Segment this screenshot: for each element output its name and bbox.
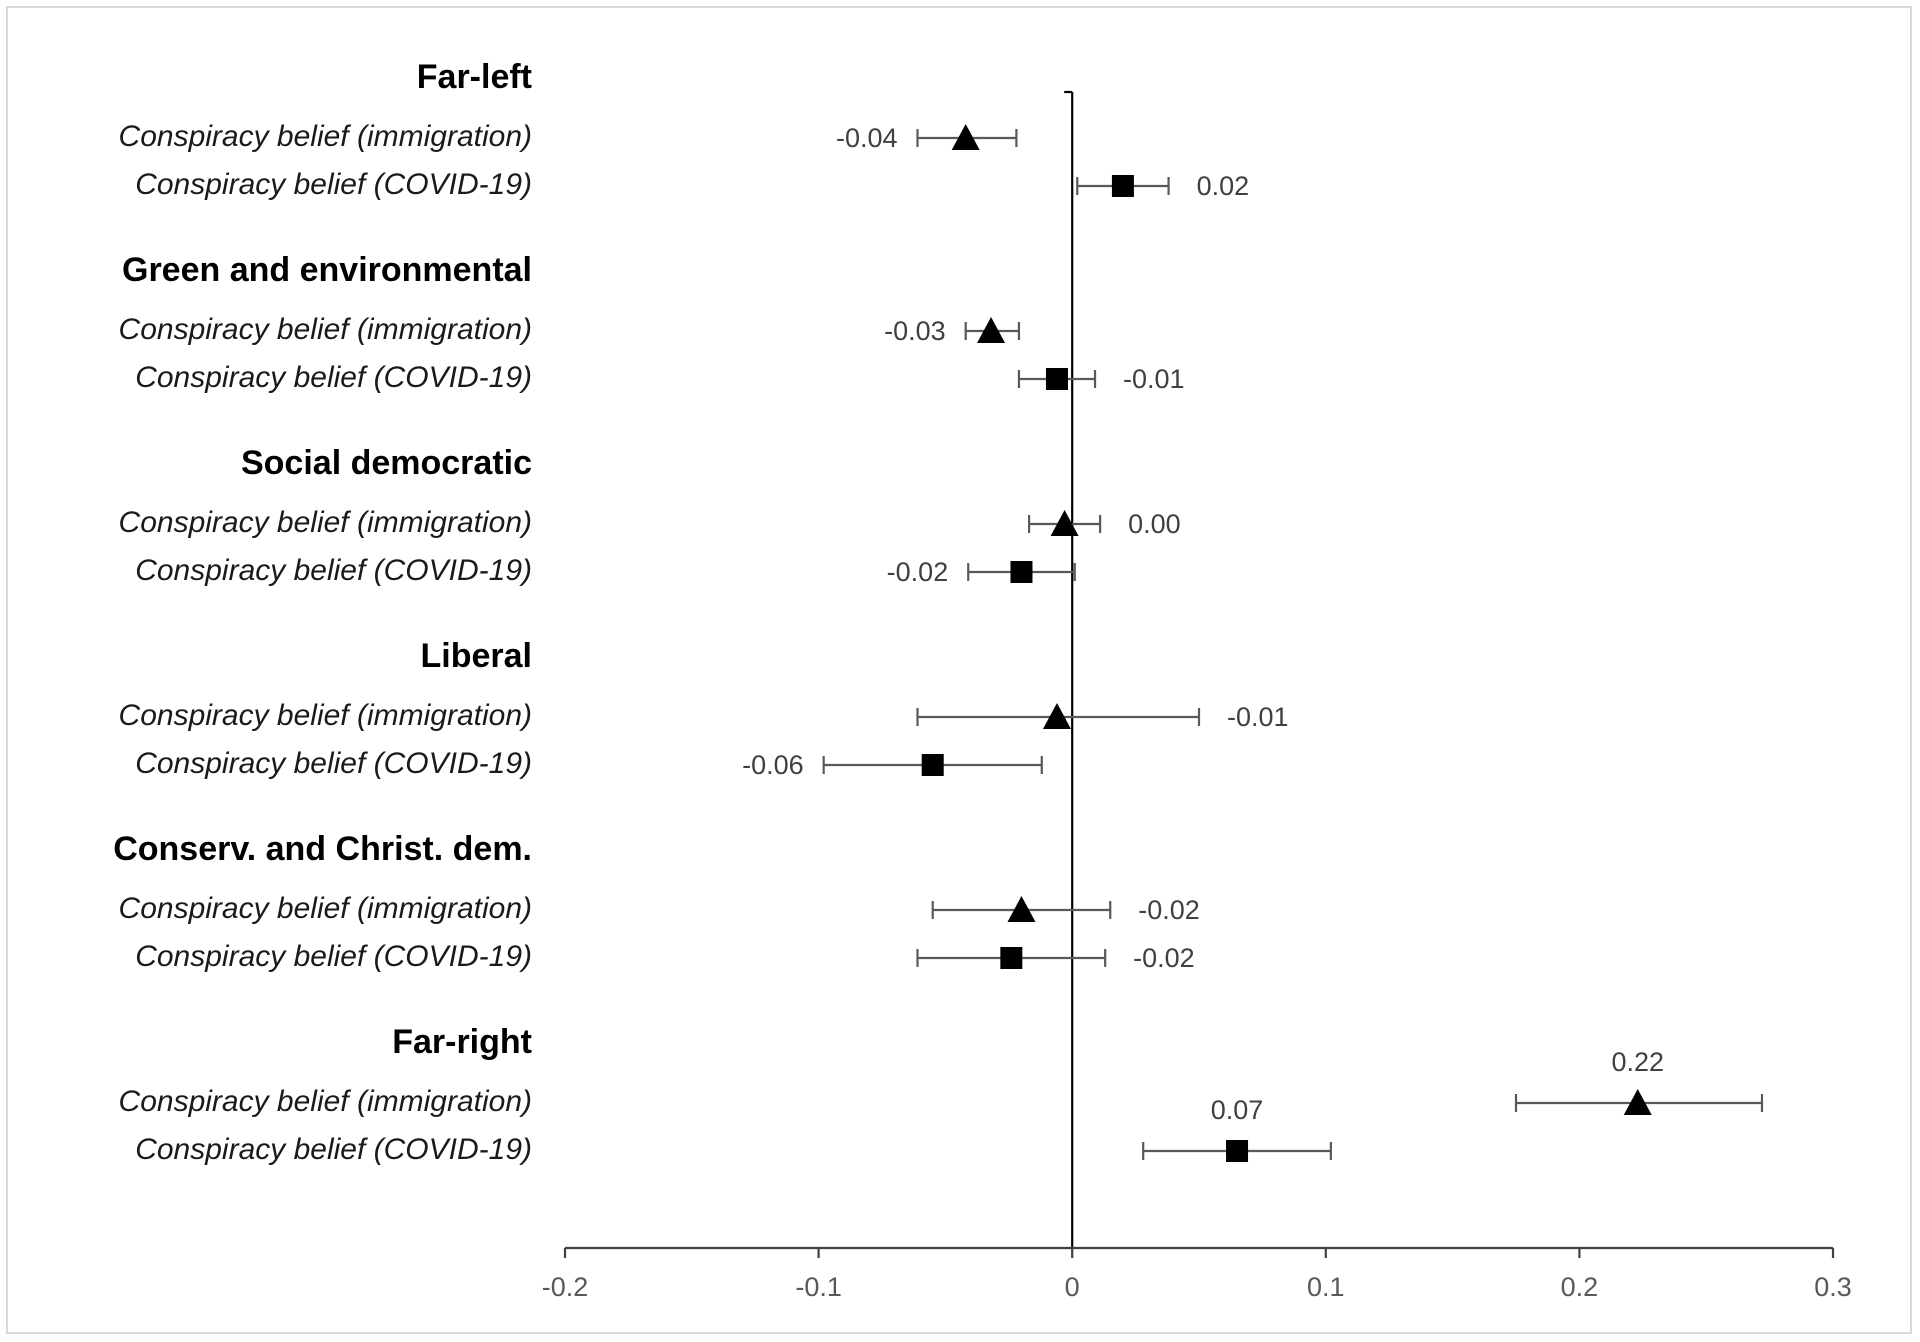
data-label: -0.01	[1227, 702, 1289, 732]
row-label: Conspiracy belief (immigration)	[119, 506, 532, 539]
x-tick-label: 0	[1065, 1272, 1080, 1302]
row-label: Conspiracy belief (COVID-19)	[135, 940, 532, 973]
data-label: -0.03	[884, 316, 946, 346]
group-heading: Social democratic	[241, 444, 532, 482]
triangle-marker	[1042, 703, 1071, 729]
row-label: Conspiracy belief (immigration)	[119, 699, 532, 732]
row-label: Conspiracy belief (COVID-19)	[135, 168, 532, 201]
data-label: -0.01	[1123, 364, 1185, 394]
group-heading: Conserv. and Christ. dem.	[113, 830, 532, 868]
square-marker	[1111, 175, 1134, 197]
x-tick-label: -0.2	[542, 1272, 589, 1302]
data-label: -0.02	[1138, 895, 1200, 925]
x-tick-label: 0.3	[1814, 1272, 1852, 1302]
data-label: 0.07	[1211, 1095, 1264, 1125]
triangle-marker	[1007, 896, 1036, 922]
row-label: Conspiracy belief (COVID-19)	[135, 554, 532, 587]
group-heading: Far-left	[417, 58, 532, 96]
data-label: -0.06	[742, 750, 804, 780]
row-label: Conspiracy belief (COVID-19)	[135, 747, 532, 780]
data-label: -0.04	[836, 123, 898, 153]
x-axis-layer: -0.2 -0.1 0 0.1 0.2 0.3	[542, 1246, 1852, 1302]
row-label: Conspiracy belief (COVID-19)	[135, 361, 532, 394]
x-tick-label: 0.1	[1307, 1272, 1345, 1302]
triangle-marker	[951, 124, 980, 150]
data-label: -0.02	[1133, 943, 1195, 973]
square-marker	[921, 754, 944, 776]
data-label: -0.02	[887, 557, 949, 587]
triangle-marker	[1623, 1089, 1652, 1115]
group-heading: Far-right	[392, 1023, 532, 1061]
x-tick-label: -0.1	[795, 1272, 842, 1302]
square-marker	[1045, 368, 1068, 390]
zero-axis-layer	[1064, 90, 1074, 1248]
row-label: Conspiracy belief (immigration)	[119, 120, 532, 153]
row-label: Conspiracy belief (immigration)	[119, 892, 532, 925]
square-marker	[1226, 1140, 1249, 1162]
square-marker	[1000, 947, 1023, 969]
group-heading: Liberal	[421, 637, 532, 675]
x-tick-label: 0.2	[1561, 1272, 1599, 1302]
square-marker	[1010, 561, 1033, 583]
marks-layer: -0.04 0.02 -0.03 -0.01 0.00 -0.02 -0.01 -0.06 -0…	[742, 123, 1764, 1162]
row-labels-layer: Far-left Conspiracy belief (immigration) C…	[113, 58, 532, 1166]
data-label: 0.22	[1611, 1047, 1664, 1077]
data-label: 0.02	[1197, 171, 1250, 201]
triangle-marker	[977, 317, 1006, 343]
group-heading: Green and environmental	[122, 251, 532, 289]
row-label: Conspiracy belief (COVID-19)	[135, 1133, 532, 1166]
chart-frame	[6, 6, 1912, 1334]
data-label: 0.00	[1128, 509, 1181, 539]
row-label: Conspiracy belief (immigration)	[119, 1085, 532, 1118]
triangle-marker	[1050, 510, 1079, 536]
row-label: Conspiracy belief (immigration)	[119, 313, 532, 346]
